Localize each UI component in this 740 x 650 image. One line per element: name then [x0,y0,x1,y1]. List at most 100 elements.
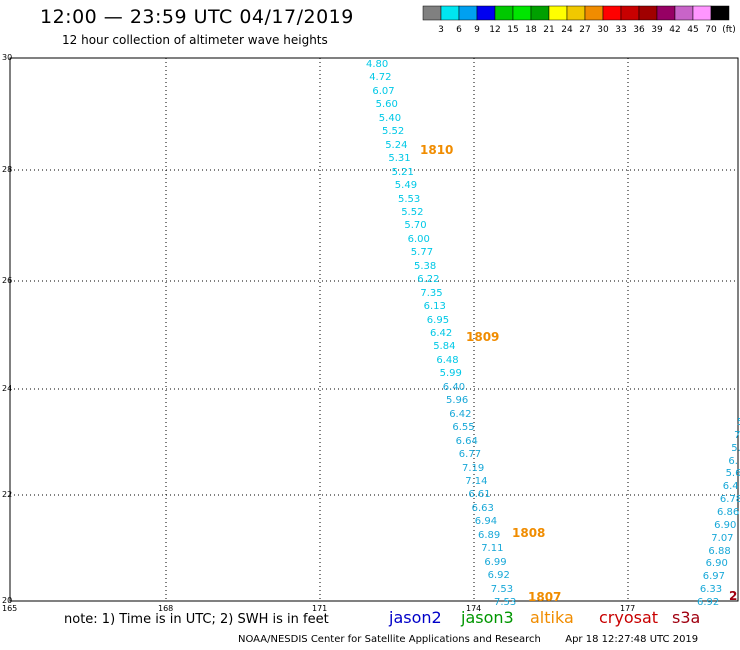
legend-label: 12 [489,25,500,35]
timestamp-text: Apr 18 12:27:48 UTC 2019 [565,634,699,645]
pass-time-label: 1809 [466,330,500,344]
legend-swatch [494,5,514,21]
wave-height-label: 5.40 [378,112,402,124]
lat-tick-label: 22 [2,490,13,499]
lat-tick-label: 26 [2,276,13,285]
legend-swatch [422,5,442,21]
legend-swatch [638,5,658,21]
legend-swatch [710,5,730,21]
wave-height-label: 7.53 [490,583,514,595]
wave-height-label: 6.42 [430,328,453,339]
lon-tick-label: 168 [158,604,174,613]
legend-label: 21 [543,25,554,35]
wave-height-label: 6.88 [708,545,731,557]
wave-height-label: 6.95 [426,314,450,326]
wave-height-label: 6.63 [471,502,494,514]
wave-height-label: 5 [737,417,740,428]
pass-time-label: 1808 [512,526,546,540]
edge-pass-label: 2 [729,589,738,603]
wave-height-label: 6.97 [702,571,725,583]
wave-height-label: 7.14 [465,475,488,487]
wave-height-label: 5.24 [385,139,408,151]
satellite-name: s3a [672,608,701,627]
wave-height-label: 7.19 [462,462,485,474]
lon-tick-label: 174 [466,604,482,613]
wave-height-label: 7.53 [494,597,517,608]
wave-height-label: 6.42 [449,408,472,420]
wave-height-label: 5.70 [404,220,427,232]
wave-height-label: 5.77 [410,247,434,259]
legend-label: 45 [687,25,698,35]
legend-swatch [620,5,640,21]
legend-label: 39 [651,25,663,35]
legend-label: 70 [705,25,717,35]
lon-tick-label: 171 [312,604,328,613]
footer-credit: NOAA/NESDIS Center for Satellite Applica… [238,634,698,645]
legend-swatch [458,5,478,21]
wave-height-label: 6.89 [478,529,501,541]
satellite-name: cryosat [599,608,659,627]
wave-height-label: 7.11 [481,543,504,555]
lat-tick-label: 28 [2,165,13,174]
legend-swatch [548,5,568,21]
pass-time-label: 1810 [420,143,454,157]
wave-height-label: 5.96 [446,395,469,407]
wave-height-label: 6.92 [487,570,510,582]
page-subtitle: 12 hour collection of altimeter wave hei… [62,33,328,47]
wave-height-label: 5.21 [391,166,414,178]
legend-label: 6 [456,25,462,35]
wave-height-label: 5.6 [725,468,740,480]
satellite-name: jason3 [461,608,514,627]
wave-height-label: 6.90 [714,519,737,531]
wave-height-label: 6.61 [468,489,491,501]
wave-height-label: 5.49 [394,180,418,192]
lat-tick-label: 30 [2,53,13,62]
legend-label: 15 [507,25,518,35]
lat-tick-label: 24 [2,384,13,393]
legend-label: 9 [474,25,480,35]
wave-height-label: 5.53 [398,193,421,205]
lon-tick-label: 165 [2,604,18,613]
wave-height-label: 6.64 [455,435,478,447]
legend-swatch [476,5,496,21]
legend-swatch [656,5,676,21]
wave-height-label: 4.72 [369,72,392,84]
legend-label: 24 [561,25,573,35]
legend-label: (ft) [722,25,736,35]
legend-label: 42 [669,25,680,35]
wave-height-label: 6.99 [484,556,507,568]
credit-text: NOAA/NESDIS Center for Satellite Applica… [238,634,541,645]
satellite-name: jason2 [389,608,442,627]
satellite-name: altika [530,608,574,627]
legend-label: 33 [615,25,626,35]
wave-height-label: 7.07 [711,532,734,544]
wave-height-label: 5.99 [439,368,462,380]
wave-height-label: 5. [731,442,740,454]
lon-tick-label: 177 [620,604,636,613]
legend-swatch [674,5,694,21]
wave-height-label: 5.52 [401,206,424,218]
legend-swatch [566,5,586,21]
grid-lines [9,57,738,602]
legend-swatch [602,5,622,21]
legend-label: 30 [597,25,609,35]
pass-time-label: 1807 [528,590,562,604]
lat-tick-label: 20 [2,596,13,605]
legend-label: 3 [438,25,444,35]
legend-swatch [530,5,550,21]
wave-height-label: 6.22 [417,274,440,286]
legend-label: 36 [633,25,645,35]
legend-swatch [440,5,460,21]
legend-swatch [584,5,604,21]
wave-height-label: 6.00 [407,233,430,245]
page-title: 12:00 — 23:59 UTC 04/17/2019 [40,6,354,28]
wave-height-label: 6.13 [423,301,446,313]
color-legend: 3 6 9 12 15 18 21 24 27 30 33 36 39 42 45 70 (ft) [422,5,736,35]
wave-height-label: 5.52 [382,126,405,138]
wave-height-label: 6.92 [697,597,720,608]
map-frame [9,57,739,602]
wave-height-label: 5.60 [375,99,398,111]
wave-height-label: 6.4 [722,481,739,493]
wave-height-label: 7 [734,429,740,441]
